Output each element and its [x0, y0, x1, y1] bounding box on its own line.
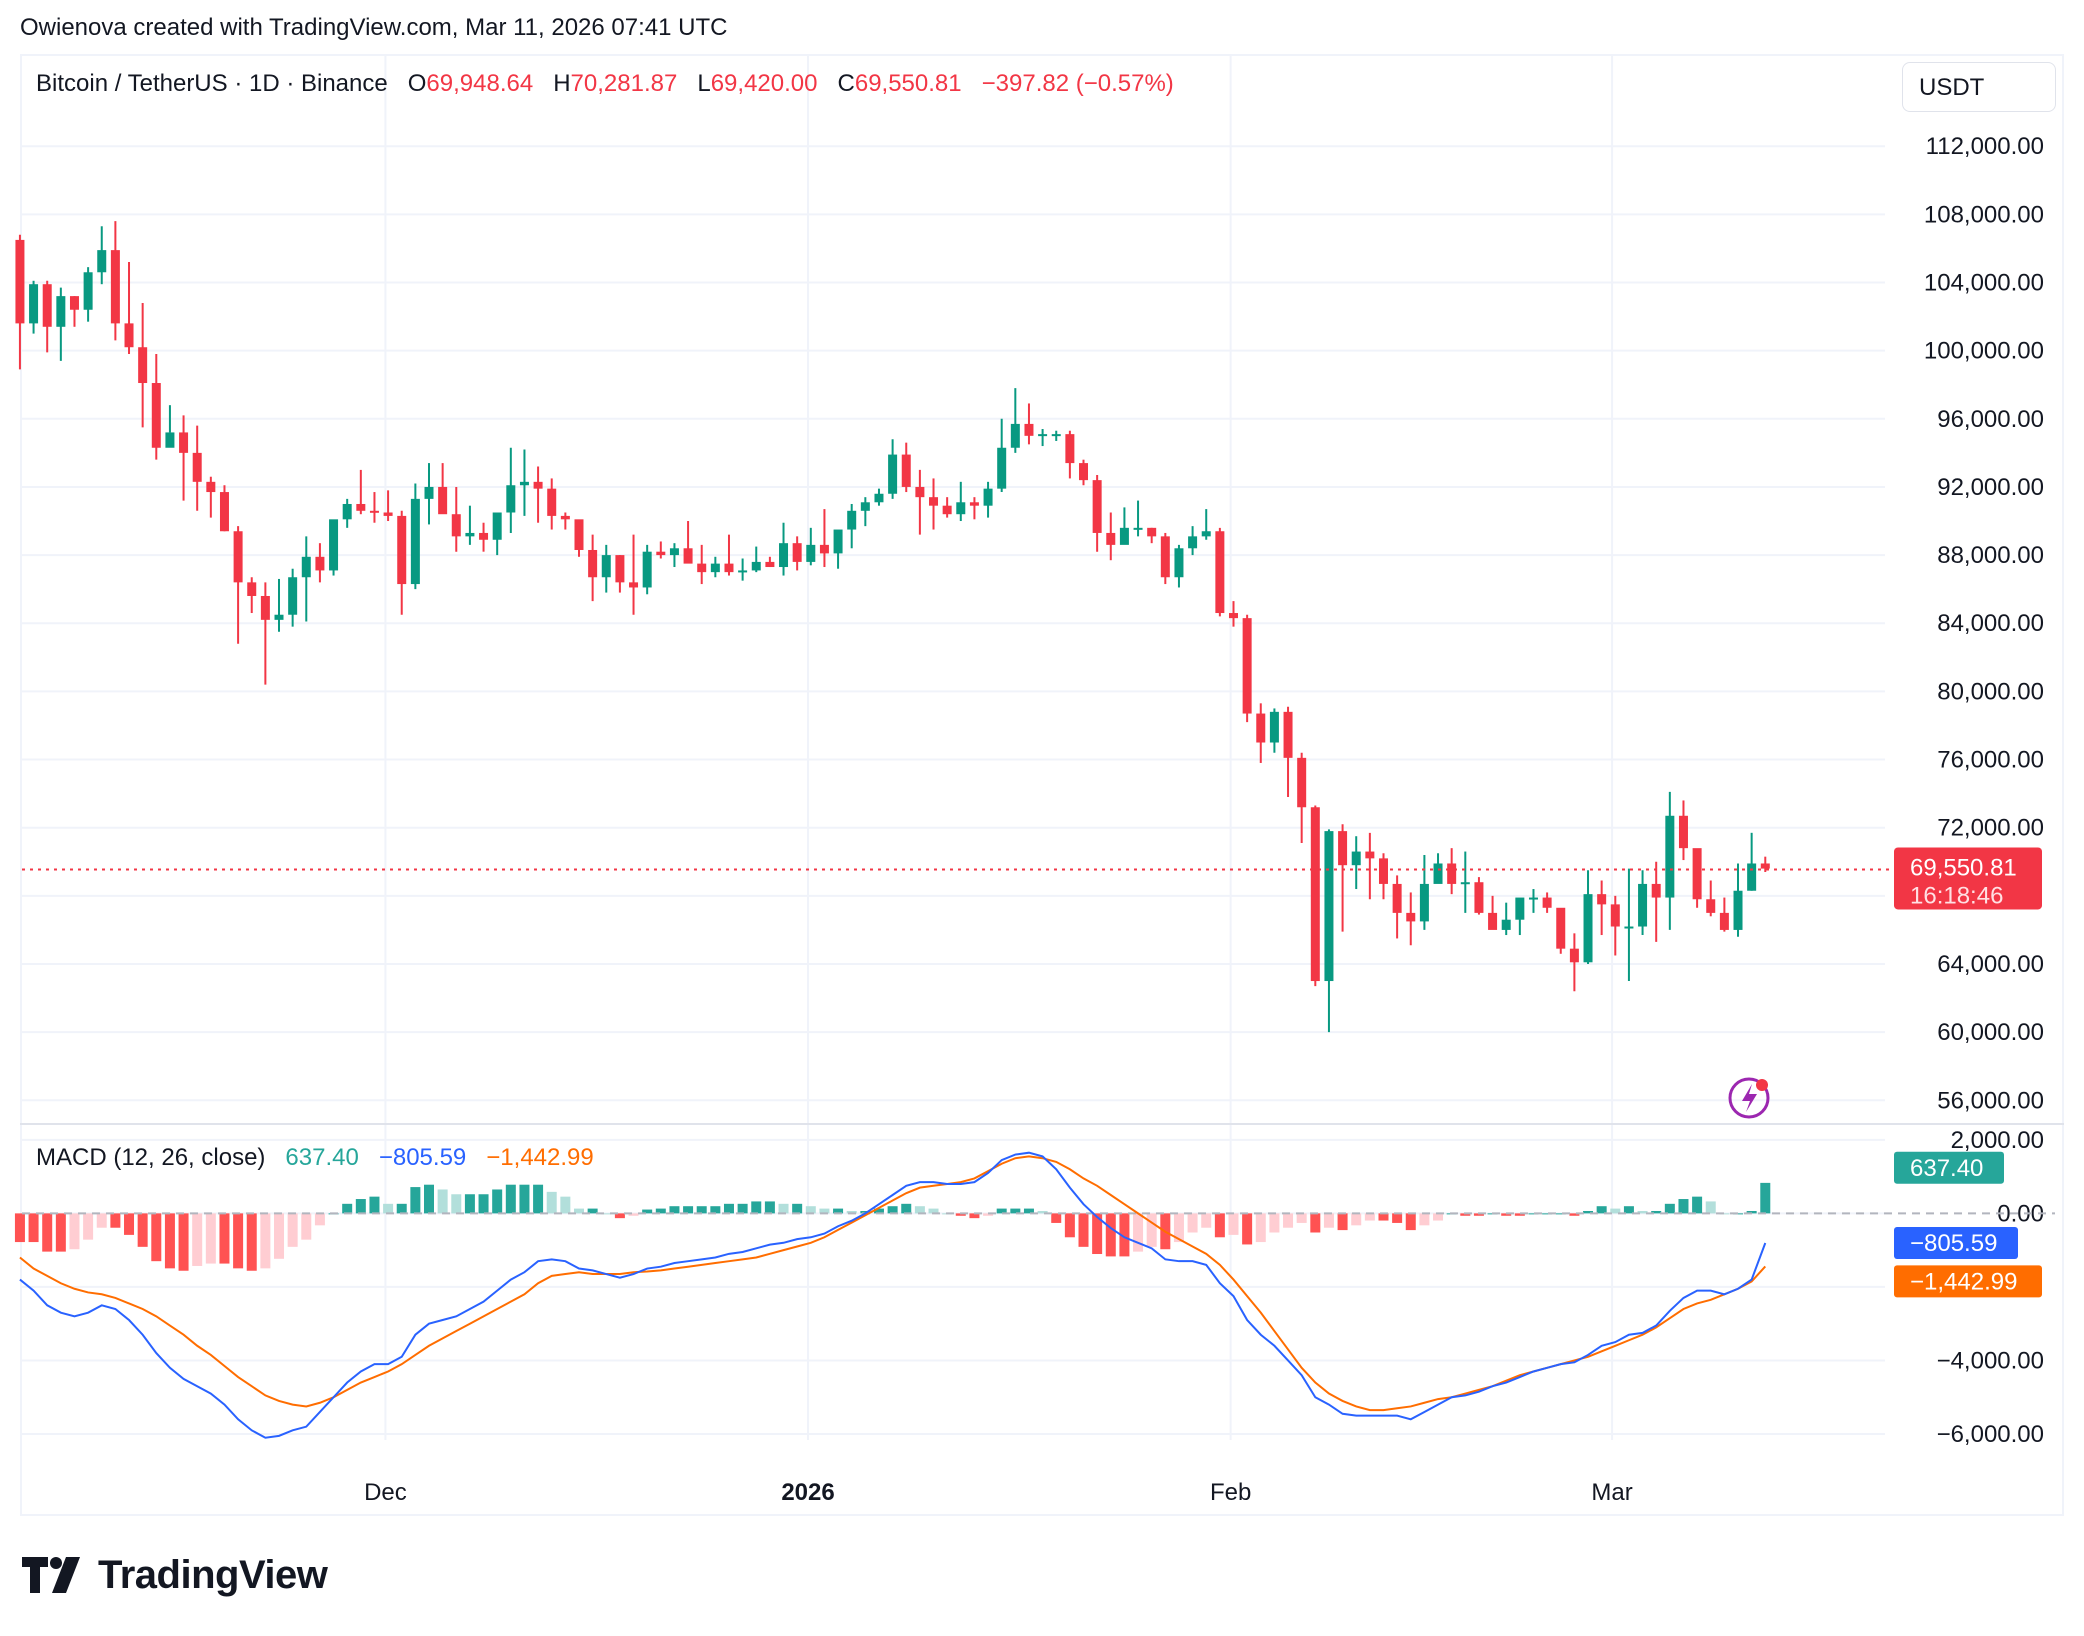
macd-signal-line	[19, 1155, 1767, 1412]
macd-tick: 2,000.00	[1951, 1127, 2044, 1154]
macd-tick: −4,000.00	[1937, 1347, 2044, 1374]
macd-tick: 0.00	[1997, 1200, 2044, 1227]
price-tick: 60,000.00	[1937, 1019, 2044, 1046]
time-tick: Feb	[1210, 1479, 1251, 1506]
svg-text:−1,442.99: −1,442.99	[1910, 1268, 2017, 1295]
chart-frame	[20, 54, 2064, 1516]
symbol-title[interactable]: Bitcoin / TetherUS · 1D · Binance	[36, 70, 388, 97]
time-tick: Dec	[364, 1479, 407, 1506]
lightning-icon[interactable]	[1728, 1077, 1770, 1119]
symbol-legend: Bitcoin / TetherUS · 1D · Binance O69,94…	[36, 70, 1174, 98]
price-tick: 76,000.00	[1937, 747, 2044, 774]
close-label: C	[837, 70, 855, 97]
svg-text:16:18:46: 16:18:46	[1910, 882, 2003, 909]
svg-text:637.40: 637.40	[1910, 1155, 1983, 1182]
price-tick: 112,000.00	[1926, 133, 2044, 160]
high-label: H	[553, 70, 571, 97]
price-tick: 80,000.00	[1937, 678, 2044, 705]
macd-legend: MACD (12, 26, close) 637.40 −805.59 −1,4…	[36, 1144, 594, 1172]
open-label: O	[407, 70, 427, 97]
price-tick: 64,000.00	[1937, 951, 2044, 978]
svg-text:69,550.81: 69,550.81	[1910, 854, 2017, 881]
macd-title[interactable]: MACD (12, 26, close)	[36, 1144, 266, 1171]
macd-line	[19, 1151, 1767, 1439]
price-tick: 96,000.00	[1937, 406, 2044, 433]
macd-line-value: −805.59	[378, 1144, 467, 1171]
macd-line-badge: −805.59	[1894, 1226, 2018, 1259]
low-value: 69,420.00	[710, 70, 818, 97]
change-value: −397.82 (−0.57%)	[981, 70, 1174, 97]
macd-histogram	[14, 1182, 1771, 1271]
high-value: 70,281.87	[570, 70, 678, 97]
macd-signal-badge: −1,442.99	[1894, 1265, 2042, 1298]
time-tick: 2026	[781, 1479, 834, 1506]
price-tick: 72,000.00	[1937, 815, 2044, 842]
close-value: 69,550.81	[854, 70, 962, 97]
tradingview-logo-text: TradingView	[98, 1552, 328, 1597]
open-value: 69,948.64	[426, 70, 534, 97]
price-tick: 56,000.00	[1937, 1087, 2044, 1114]
candles	[15, 221, 1770, 1033]
currency-selector[interactable]: USDT	[1902, 62, 2056, 112]
low-label: L	[697, 70, 711, 97]
price-tick: 100,000.00	[1924, 338, 2044, 365]
price-tick: 104,000.00	[1924, 269, 2044, 296]
macd-tick: −6,000.00	[1937, 1421, 2044, 1448]
price-axis: 112,000.00 108,000.00 104,000.00 100,000.00…	[364, 133, 2044, 1506]
tradingview-logo-icon	[22, 1557, 80, 1593]
price-tick: 84,000.00	[1937, 610, 2044, 637]
price-tick: 108,000.00	[1924, 201, 2044, 228]
price-tick: 88,000.00	[1937, 542, 2044, 569]
macd-histogram-badge: 637.40	[1894, 1151, 2004, 1184]
svg-text:−805.59: −805.59	[1910, 1230, 1997, 1257]
macd-signal-value: −1,442.99	[486, 1144, 594, 1171]
time-tick: Mar	[1591, 1479, 1632, 1506]
tradingview-logo[interactable]: TradingView	[22, 1552, 328, 1598]
attribution: Owienova created with TradingView.com, M…	[20, 14, 728, 41]
macd-histogram-value: 637.40	[285, 1144, 359, 1171]
price-tick: 92,000.00	[1937, 474, 2044, 501]
